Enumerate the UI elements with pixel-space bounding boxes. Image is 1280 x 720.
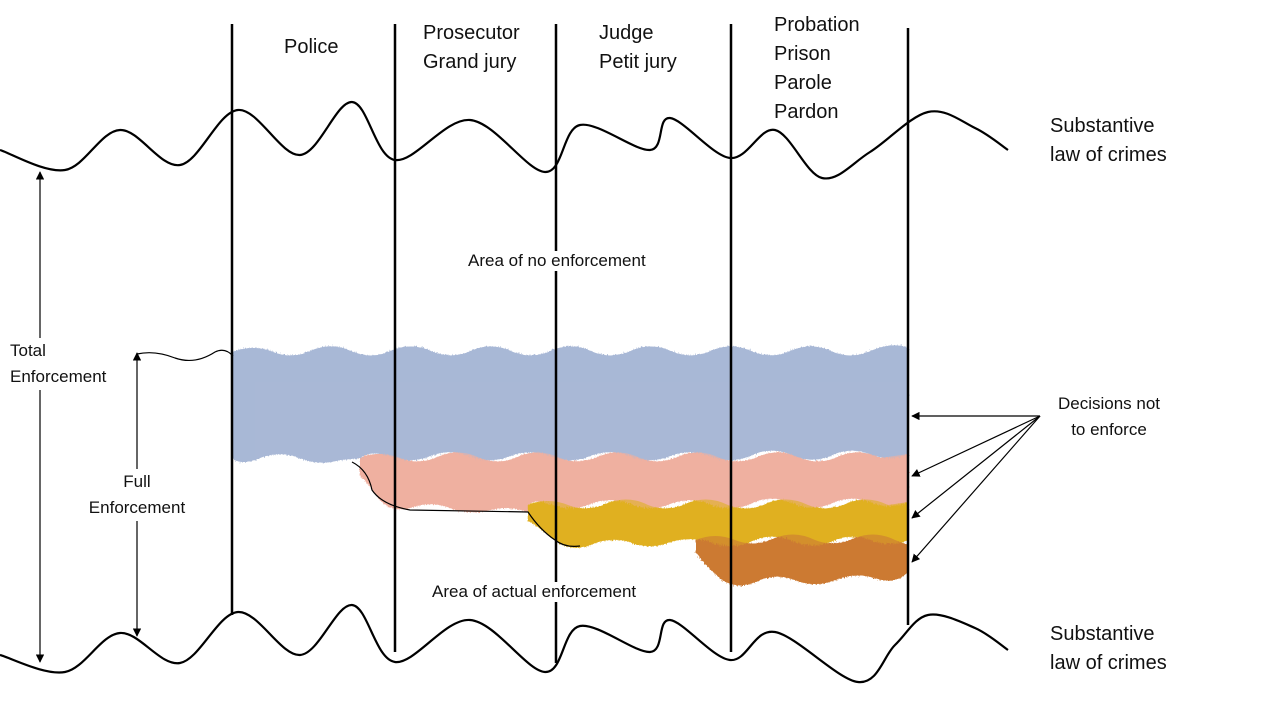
layer-texture	[233, 345, 908, 586]
decision-arrows	[911, 411, 1041, 563]
stage-police-label: Police	[284, 33, 338, 62]
substantive-law-top-label: Substantive law of crimes	[1050, 112, 1167, 170]
area-no-enforcement-label: Area of no enforcement	[464, 251, 650, 271]
label-line: law of crimes	[1050, 652, 1167, 674]
label-line: Substantive	[1050, 623, 1155, 645]
label-line: law of crimes	[1050, 144, 1167, 166]
label-line: to enforce	[1071, 420, 1147, 439]
decision-arrow-judge	[911, 415, 1041, 519]
stage-line: Police	[284, 36, 339, 58]
label-line: Decisions not	[1057, 394, 1161, 413]
actual-enforcement-boundary	[351, 461, 581, 547]
decision-arrow-corrections	[911, 415, 1041, 563]
label-line: Full	[123, 472, 151, 491]
label-line: Enforcement	[10, 367, 107, 386]
stage-line: Prison	[774, 43, 831, 65]
label-line: Enforcement	[88, 498, 186, 517]
substantive-law-bottom-label: Substantive law of crimes	[1050, 620, 1167, 678]
full-enforcement-label: Full Enforcement	[78, 469, 196, 521]
stage-line: Parole	[774, 72, 832, 94]
stage-line: Petit jury	[599, 51, 677, 73]
stage-line: Probation	[774, 14, 860, 36]
substantive-law-top-wave	[0, 100, 1009, 180]
stage-line: Grand jury	[423, 51, 517, 73]
total-enforcement-label: Total Enforcement	[6, 338, 111, 390]
stage-judge-label: Judge Petit jury	[599, 19, 677, 77]
label-line: Total	[10, 341, 46, 360]
stage-corrections-label: Probation Prison Parole Pardon	[774, 11, 860, 127]
full-enforcement-connector	[136, 349, 234, 362]
stage-prosecutor-label: Prosecutor Grand jury	[423, 19, 520, 77]
stage-line: Pardon	[774, 101, 839, 123]
decisions-not-to-enforce-label: Decisions not to enforce	[1042, 391, 1176, 443]
label-line: Substantive	[1050, 115, 1155, 137]
substantive-law-bottom-wave	[0, 603, 1009, 684]
stage-line: Judge	[599, 22, 654, 44]
area-actual-enforcement-label: Area of actual enforcement	[428, 582, 641, 602]
stage-line: Prosecutor	[423, 22, 520, 44]
decision-arrow-prosecutor	[911, 415, 1041, 477]
